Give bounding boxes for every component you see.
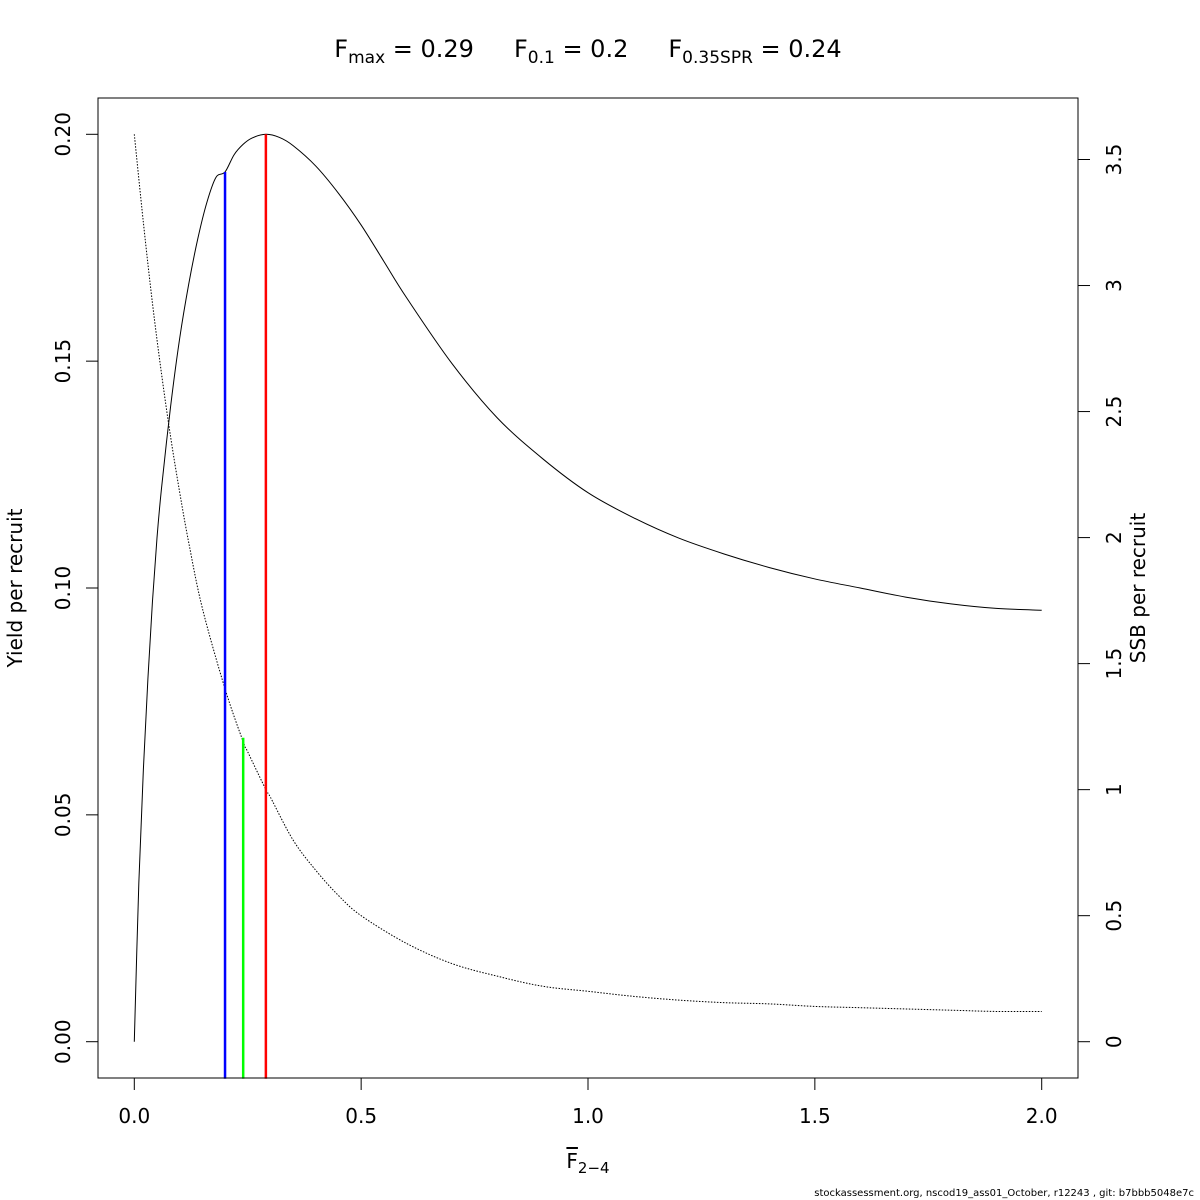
y-axis-label-right: SSB per recruit — [1126, 513, 1150, 664]
y-left-tick-label: 0.00 — [51, 1019, 75, 1064]
footer-source: stockassessment.org, nscod19_ass01_Octob… — [814, 1188, 1194, 1199]
x-tick-label: 0.0 — [118, 1104, 150, 1128]
y-left-tick-label: 0.10 — [51, 566, 75, 611]
y-right-tick-label: 2.5 — [1102, 396, 1126, 428]
y-right-tick-label: 1 — [1102, 783, 1126, 796]
x-axis-label: F2−4 — [566, 1149, 609, 1177]
x-tick-label: 0.5 — [345, 1104, 377, 1128]
title-term-2: F — [668, 35, 682, 63]
y-right-tick-label: 3.5 — [1102, 144, 1126, 176]
y-right-tick-label: 3 — [1102, 279, 1126, 292]
title-term-0-value: = 0.29 — [385, 35, 474, 63]
chart-title: Fmax = 0.29 F0.1 = 0.2 F0.35SPR = 0.24 — [334, 35, 841, 68]
title-term-2-sub: 0.35SPR — [682, 48, 753, 68]
title-term-1: F — [514, 35, 528, 63]
y-right-tick-label: 2 — [1102, 531, 1126, 544]
ssb-per-recruit-line — [133, 134, 1042, 1013]
y-left-tick-label: 0.20 — [51, 112, 75, 157]
x-axis-label-main: F — [566, 1149, 578, 1173]
title-term-2-value: = 0.24 — [753, 35, 842, 63]
yield-per-recruit-line — [133, 133, 1042, 1042]
title-term-1-sub: 0.1 — [528, 48, 555, 68]
x-tick-label: 2.0 — [1026, 1104, 1058, 1128]
plot-box — [97, 97, 1079, 1079]
x-tick-label: 1.0 — [572, 1104, 604, 1128]
x-tick-label: 1.5 — [799, 1104, 831, 1128]
y-left-tick-label: 0.05 — [51, 793, 75, 838]
plot-area — [133, 133, 1042, 1079]
y-right-tick-label: 1.5 — [1102, 648, 1126, 680]
title-term-0: F — [334, 35, 348, 63]
title-term-1-value: = 0.2 — [555, 35, 629, 63]
y-axis-left: 0.00 0.05 0.10 0.15 0.20 — [51, 112, 98, 1064]
y-left-tick-label: 0.15 — [51, 339, 75, 384]
y-right-tick-label: 0 — [1102, 1035, 1126, 1048]
y-right-tick-label: 0.5 — [1102, 900, 1126, 932]
x-axis-label-sub: 2−4 — [578, 1159, 610, 1177]
x-axis: 0.0 0.5 1.0 1.5 2.0 — [118, 1077, 1058, 1128]
y-axis-right: 0 0.5 1 1.5 2 2.5 3 3.5 — [1078, 144, 1126, 1048]
y-axis-label-left: Yield per recruit — [3, 508, 27, 668]
title-term-0-sub: max — [348, 48, 385, 68]
